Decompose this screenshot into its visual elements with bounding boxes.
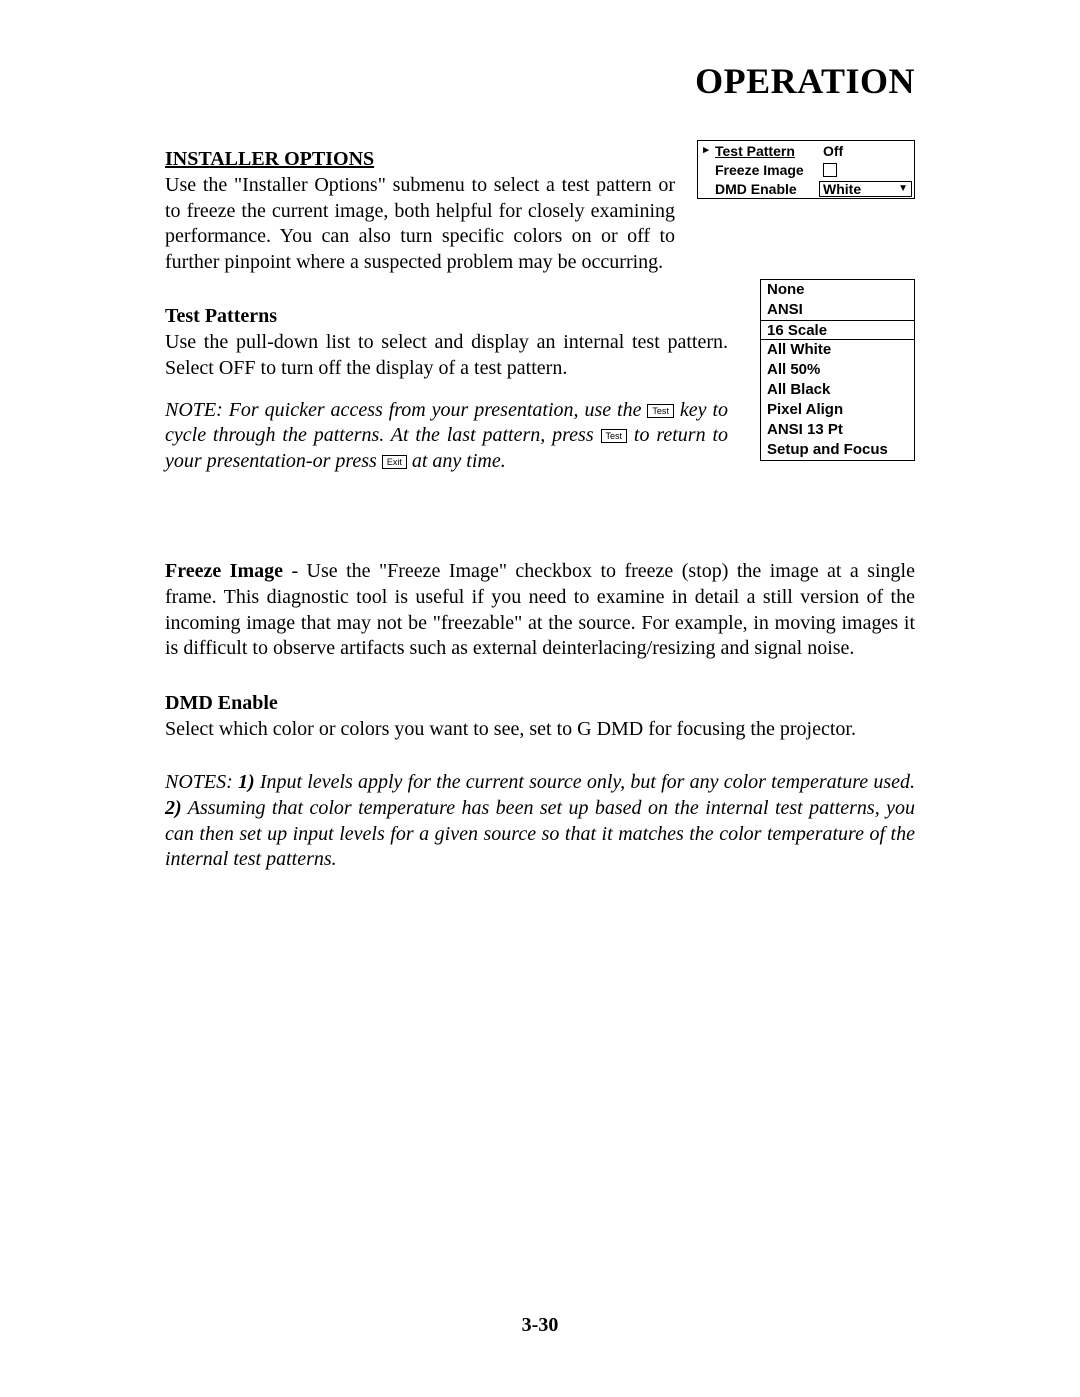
dropdown-value: White	[823, 181, 861, 197]
menu-row-test-pattern[interactable]: ▸ Test Pattern Off	[698, 141, 914, 160]
installer-options-menu: ▸ Test Pattern Off Freeze Image DMD Enab…	[697, 140, 915, 199]
notes-prefix: NOTES:	[165, 771, 238, 793]
menu-label: DMD Enable	[714, 181, 819, 197]
notes-text-2: Assuming that color temperature has been…	[165, 797, 915, 870]
installer-options-text: Use the "Installer Options" submenu to s…	[165, 173, 675, 275]
notes-number-2: 2)	[165, 797, 182, 819]
menu-row-freeze-image[interactable]: Freeze Image	[698, 160, 914, 179]
pattern-list-item[interactable]: ANSI	[761, 300, 914, 320]
dmd-enable-heading: DMD Enable	[165, 692, 915, 715]
menu-arrow-icon: ▸	[698, 145, 714, 156]
pattern-list-item[interactable]: All White	[761, 340, 914, 360]
notes-text-1: Input levels apply for the current sourc…	[255, 771, 915, 793]
test-patterns-note: NOTE: For quicker access from your prese…	[165, 398, 728, 475]
exit-key-button: Exit	[382, 455, 407, 469]
freeze-image-checkbox[interactable]	[823, 163, 837, 177]
page-title: OPERATION	[165, 60, 915, 102]
freeze-image-label: Freeze Image	[165, 560, 283, 582]
menu-label: Freeze Image	[714, 162, 819, 178]
test-pattern-list[interactable]: NoneANSI16 ScaleAll WhiteAll 50%All Blac…	[760, 279, 915, 461]
test-key-button: Test	[647, 404, 674, 418]
chevron-down-icon: ▼	[898, 184, 908, 194]
freeze-image-paragraph: Freeze Image - Use the "Freeze Image" ch…	[165, 559, 915, 661]
pattern-list-item[interactable]: 16 Scale	[761, 320, 914, 340]
notes-paragraph: NOTES: 1) Input levels apply for the cur…	[165, 770, 915, 872]
note-text: at any time.	[412, 450, 506, 472]
pattern-list-item[interactable]: None	[761, 280, 914, 300]
notes-number-1: 1)	[238, 771, 255, 793]
pattern-list-item[interactable]: ANSI 13 Pt	[761, 420, 914, 440]
pattern-list-item[interactable]: All Black	[761, 380, 914, 400]
menu-label: Test Pattern	[714, 143, 819, 159]
pattern-list-item[interactable]: Setup and Focus	[761, 440, 914, 460]
menu-value: Off	[819, 143, 914, 159]
test-key-button: Test	[601, 429, 628, 443]
menu-row-dmd-enable[interactable]: DMD Enable White ▼	[698, 179, 914, 198]
note-text: NOTE: For quicker access from your prese…	[165, 399, 647, 421]
page: OPERATION ▸ Test Pattern Off Freeze Imag…	[0, 0, 1080, 1397]
dmd-enable-text: Select which color or colors you want to…	[165, 717, 915, 743]
dmd-enable-dropdown[interactable]: White ▼	[819, 181, 912, 197]
page-number: 3-30	[522, 1314, 559, 1337]
pattern-list-item[interactable]: All 50%	[761, 360, 914, 380]
test-patterns-text: Use the pull-down list to select and dis…	[165, 330, 728, 381]
pattern-list-item[interactable]: Pixel Align	[761, 400, 914, 420]
